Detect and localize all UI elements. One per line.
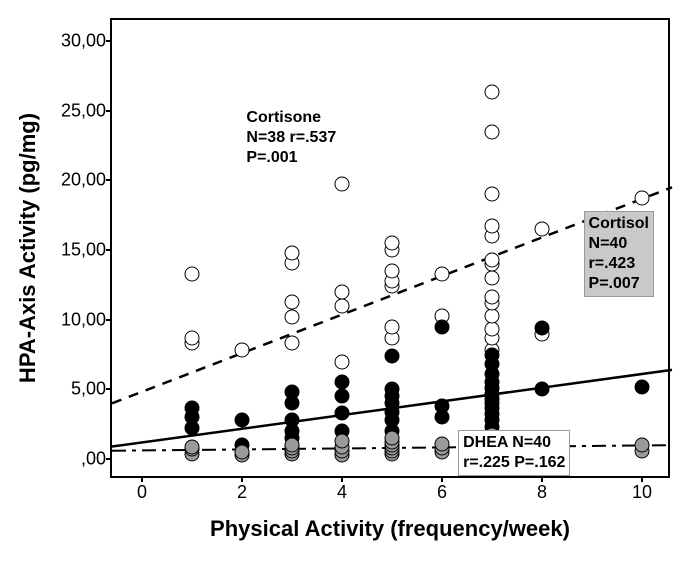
x-tick-label: 0 xyxy=(137,482,147,503)
marker-cortisol xyxy=(235,413,250,428)
x-tick-label: 10 xyxy=(632,482,652,503)
y-tick xyxy=(106,458,112,460)
y-tick xyxy=(106,249,112,251)
marker-cortisol xyxy=(435,399,450,414)
marker-cortisone xyxy=(485,290,500,305)
y-tick-label: 20,00 xyxy=(61,170,106,191)
y-tick-label: 30,00 xyxy=(61,30,106,51)
marker-dhea xyxy=(635,438,650,453)
annot-dhea: DHEA N=40 r=.225 P=.162 xyxy=(458,430,570,476)
marker-cortisone xyxy=(335,177,350,192)
marker-cortisol xyxy=(385,382,400,397)
marker-cortisone xyxy=(285,336,300,351)
marker-dhea xyxy=(335,433,350,448)
y-axis-label: HPA-Axis Activity (pg/mg) xyxy=(15,113,41,383)
marker-cortisone xyxy=(385,319,400,334)
x-tick-label: 2 xyxy=(237,482,247,503)
marker-cortisone xyxy=(335,354,350,369)
marker-cortisol xyxy=(485,347,500,362)
marker-cortisone xyxy=(285,309,300,324)
marker-cortisol xyxy=(335,389,350,404)
y-tick xyxy=(106,110,112,112)
marker-cortisol xyxy=(335,375,350,390)
marker-cortisone xyxy=(485,85,500,100)
marker-cortisol xyxy=(335,406,350,421)
y-tick-label: ,00 xyxy=(81,449,106,470)
marker-cortisone xyxy=(185,266,200,281)
marker-cortisone xyxy=(485,270,500,285)
marker-dhea xyxy=(385,431,400,446)
marker-cortisone xyxy=(235,343,250,358)
marker-cortisone xyxy=(285,294,300,309)
marker-cortisone xyxy=(535,222,550,237)
marker-cortisone xyxy=(185,330,200,345)
marker-cortisol xyxy=(635,379,650,394)
y-tick-label: 5,00 xyxy=(71,379,106,400)
marker-cortisone xyxy=(635,191,650,206)
marker-dhea xyxy=(185,439,200,454)
scatter-chart: ,00 5,00 10,00 15,00 20,00 25,00 30,00 0 2 4 6 8 10 C… xyxy=(0,0,700,573)
marker-cortisone xyxy=(335,298,350,313)
marker-cortisol xyxy=(435,319,450,334)
y-tick-label: 10,00 xyxy=(61,309,106,330)
marker-cortisone xyxy=(285,245,300,260)
marker-cortisone xyxy=(385,263,400,278)
marker-cortisol xyxy=(385,348,400,363)
plot-area: ,005,0010,0015,0020,0025,0030,000246810C… xyxy=(110,18,670,478)
marker-cortisol xyxy=(285,385,300,400)
y-tick xyxy=(106,179,112,181)
x-axis-label: Physical Activity (frequency/week) xyxy=(210,516,570,542)
annot-cortisone: Cortisone N=38 r=.537 P=.001 xyxy=(246,108,336,168)
x-tick-label: 6 xyxy=(437,482,447,503)
y-tick xyxy=(106,388,112,390)
marker-cortisone xyxy=(485,219,500,234)
marker-cortisol xyxy=(535,321,550,336)
marker-cortisol xyxy=(535,382,550,397)
marker-cortisone xyxy=(385,236,400,251)
marker-cortisone xyxy=(485,187,500,202)
marker-dhea xyxy=(435,436,450,451)
y-tick xyxy=(106,319,112,321)
y-tick-label: 15,00 xyxy=(61,240,106,261)
y-tick-label: 25,00 xyxy=(61,100,106,121)
marker-dhea xyxy=(235,445,250,460)
marker-cortisol xyxy=(185,400,200,415)
marker-cortisone xyxy=(435,266,450,281)
marker-cortisone xyxy=(335,284,350,299)
x-tick-label: 8 xyxy=(537,482,547,503)
x-tick-label: 4 xyxy=(337,482,347,503)
marker-dhea xyxy=(285,438,300,453)
marker-cortisone xyxy=(485,124,500,139)
y-tick xyxy=(106,40,112,42)
annot-cortisol: Cortisol N=40 r=.423 P=.007 xyxy=(584,211,654,297)
marker-cortisone xyxy=(485,252,500,267)
marker-cortisol xyxy=(285,413,300,428)
marker-cortisone xyxy=(485,322,500,337)
